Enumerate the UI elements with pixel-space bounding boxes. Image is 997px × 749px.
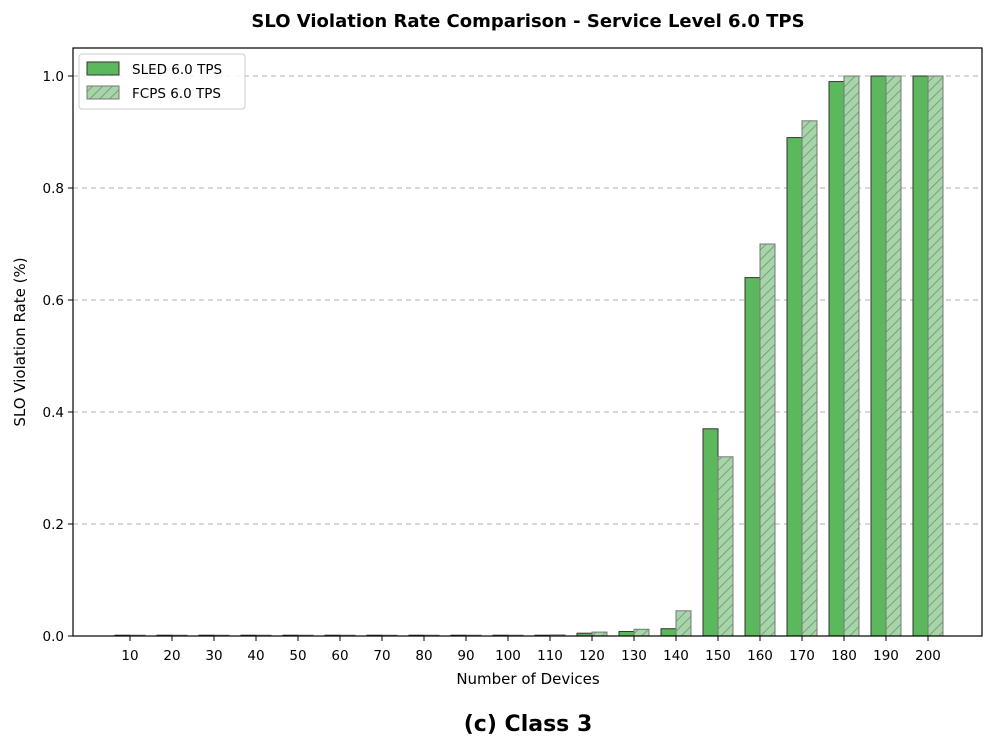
legend-label-sled: SLED 6.0 TPS bbox=[132, 62, 222, 78]
bar-sled bbox=[744, 277, 761, 637]
x-tick-label: 200 bbox=[915, 648, 941, 664]
y-tick-label: 0.6 bbox=[43, 293, 64, 309]
x-tick-label: 80 bbox=[415, 648, 432, 664]
bar-fcps bbox=[633, 628, 650, 637]
x-tick-label: 70 bbox=[373, 648, 390, 664]
bar-sled bbox=[870, 75, 887, 637]
x-tick-label: 60 bbox=[331, 648, 348, 664]
bar-sled bbox=[828, 81, 845, 637]
bar-fcps bbox=[759, 243, 776, 637]
x-tick-label: 100 bbox=[495, 648, 521, 664]
y-tick-label: 0.0 bbox=[43, 629, 64, 645]
x-tick-label: 160 bbox=[747, 648, 773, 664]
bars bbox=[114, 75, 944, 637]
x-axis-label: Number of Devices bbox=[456, 670, 600, 688]
y-tick-label: 0.8 bbox=[43, 181, 64, 197]
chart-title: SLO Violation Rate Comparison - Service … bbox=[251, 11, 804, 32]
bar-fcps bbox=[801, 120, 818, 637]
bar-fcps bbox=[675, 610, 692, 637]
bar-fcps bbox=[843, 75, 860, 637]
x-tick-label: 190 bbox=[873, 648, 899, 664]
x-tick-label: 20 bbox=[163, 648, 180, 664]
x-tick-label: 140 bbox=[663, 648, 689, 664]
bar-sled bbox=[660, 628, 677, 637]
legend-swatch-sled bbox=[86, 61, 120, 76]
plot-frame bbox=[72, 47, 983, 637]
y-tick-label: 0.4 bbox=[43, 405, 64, 421]
figure-caption: (c) Class 3 bbox=[464, 712, 593, 737]
x-tick-label: 40 bbox=[247, 648, 264, 664]
bar-sled bbox=[912, 75, 929, 637]
x-tick-label: 50 bbox=[289, 648, 306, 664]
x-tick-label: 110 bbox=[537, 648, 563, 664]
y-tick-label: 1.0 bbox=[43, 69, 64, 85]
bar-sled bbox=[702, 428, 719, 637]
bar-fcps bbox=[717, 456, 734, 637]
bar-sled bbox=[786, 137, 803, 637]
x-tick-label: 30 bbox=[205, 648, 222, 664]
x-tick-label: 180 bbox=[831, 648, 857, 664]
x-tick-label: 90 bbox=[457, 648, 474, 664]
bar-sled bbox=[618, 631, 635, 637]
x-tick-label: 10 bbox=[121, 648, 138, 664]
bar-fcps bbox=[885, 75, 902, 637]
x-tick-label: 120 bbox=[579, 648, 605, 664]
x-tick-label: 130 bbox=[621, 648, 647, 664]
bar-fcps bbox=[927, 75, 944, 637]
x-tick-label: 150 bbox=[705, 648, 731, 664]
legend-label-fcps: FCPS 6.0 TPS bbox=[132, 86, 221, 102]
legend-swatch-fcps bbox=[86, 85, 120, 100]
legend: SLED 6.0 TPS FCPS 6.0 TPS bbox=[78, 53, 246, 110]
legend-box bbox=[78, 53, 246, 110]
y-tick-label: 0.2 bbox=[43, 517, 64, 533]
y-axis-label: SLO Violation Rate (%) bbox=[11, 257, 29, 426]
axis-ticks: 0.0 0.2 0.4 0.6 0.8 1.0 10 20 30 40 50 60 70 80 90 100 1… bbox=[43, 69, 941, 664]
x-tick-label: 170 bbox=[789, 648, 815, 664]
